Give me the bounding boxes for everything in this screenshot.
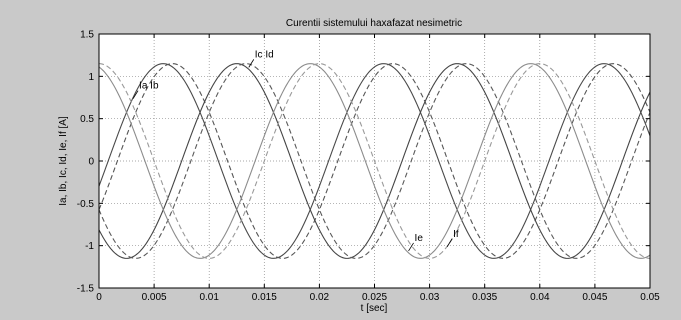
y-tick-label: -0.5	[77, 199, 95, 210]
y-axis-title: Ia, Ib, Ic, Id, Ie, If [A]	[58, 116, 69, 206]
series-line-id	[98, 63, 651, 259]
x-tick-label: 0.035	[472, 292, 497, 303]
y-tick-label: 1	[88, 72, 94, 83]
annotation-label: If	[453, 229, 459, 240]
annotation-leader	[446, 238, 453, 247]
y-tick-label: 0	[88, 157, 94, 168]
annotation-label: Ic Id	[255, 49, 274, 60]
y-tick-label: -1.5	[77, 284, 95, 295]
annotation-label: Ia Ib	[139, 81, 159, 92]
series-layer	[98, 63, 651, 259]
tick-layer: 0 0.005 0.01 0.015 0.02 0.025 0.03 0.035 0.04 0.0…	[77, 30, 660, 304]
x-tick-label: 0.045	[582, 292, 607, 303]
annotation-leader	[248, 59, 255, 68]
x-tick-label: 0	[96, 292, 102, 303]
series-line-ib	[98, 63, 651, 259]
series-line-ic	[98, 63, 651, 259]
series-line-if	[98, 63, 651, 259]
annotation-label: Ie	[415, 233, 424, 244]
series-line-ie	[98, 63, 651, 259]
annotation-leader	[132, 90, 139, 99]
annotation-leader	[408, 242, 414, 252]
x-tick-label: 0.02	[310, 292, 330, 303]
x-tick-label: 0.025	[362, 292, 387, 303]
chart-title: Curentii sistemului haxafazat nesimetric	[286, 18, 462, 29]
series-line-ia	[98, 63, 651, 259]
x-tick-label: 0.04	[530, 292, 550, 303]
x-tick-label: 0.05	[640, 292, 660, 303]
y-tick-label: 0.5	[80, 114, 94, 125]
y-tick-label: 1.5	[80, 30, 94, 41]
x-axis-title: t [sec]	[361, 303, 388, 314]
x-tick-label: 0.03	[420, 292, 440, 303]
x-tick-label: 0.01	[199, 292, 219, 303]
y-tick-label: -1	[85, 241, 94, 252]
annotation-layer: Ia Ib Ic Id Ie If	[132, 49, 459, 252]
x-tick-label: 0.015	[252, 292, 277, 303]
x-tick-label: 0.005	[142, 292, 167, 303]
